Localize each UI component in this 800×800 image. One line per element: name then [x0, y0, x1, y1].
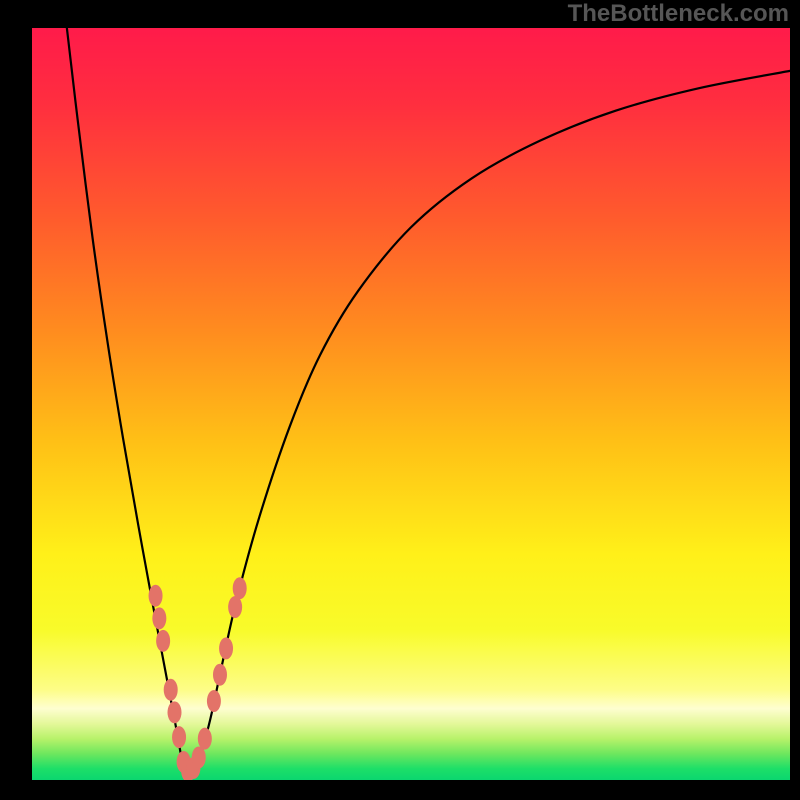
data-marker: [207, 690, 221, 712]
data-marker: [228, 596, 242, 618]
plot-area: [32, 28, 790, 780]
data-marker: [172, 726, 186, 748]
data-marker: [149, 585, 163, 607]
chart-svg: [32, 28, 790, 780]
data-marker: [164, 679, 178, 701]
data-marker: [233, 577, 247, 599]
data-marker: [192, 746, 206, 768]
data-marker: [213, 664, 227, 686]
gradient-background: [32, 28, 790, 780]
watermark-text: TheBottleneck.com: [568, 0, 789, 28]
data-marker: [198, 728, 212, 750]
data-marker: [219, 637, 233, 659]
data-marker: [152, 607, 166, 629]
data-marker: [168, 701, 182, 723]
data-marker: [156, 630, 170, 652]
